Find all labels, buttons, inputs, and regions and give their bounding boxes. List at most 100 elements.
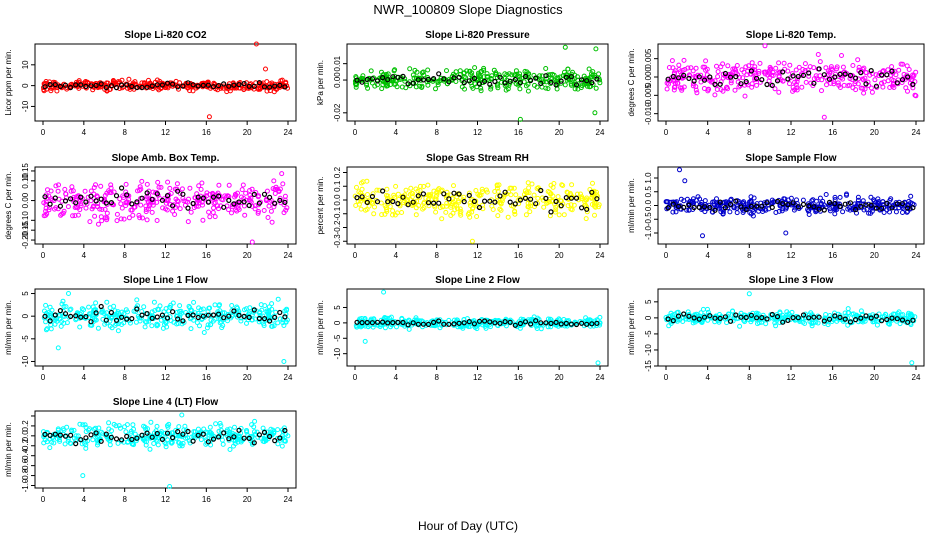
x-tick-label: 24	[912, 373, 921, 382]
data-point	[168, 302, 174, 308]
reference-point	[261, 429, 268, 435]
panel-title: Slope Line 3 Flow	[749, 275, 834, 286]
x-tick-label: 0	[353, 128, 358, 137]
data-point	[92, 213, 98, 219]
reference-point	[507, 78, 513, 84]
reference-point	[118, 82, 125, 88]
data-point	[159, 429, 164, 435]
reference-point	[267, 433, 273, 440]
reference-point	[873, 83, 880, 89]
data-point	[51, 440, 57, 446]
data-point	[121, 320, 127, 326]
data-point	[277, 186, 283, 192]
reference-point	[98, 196, 104, 202]
data-point	[142, 324, 148, 330]
data-point	[145, 206, 151, 212]
data-point	[505, 214, 511, 220]
outlier-point	[263, 66, 268, 72]
data-point	[56, 182, 61, 188]
data-point	[249, 312, 255, 318]
data-point	[54, 318, 60, 324]
data-point	[761, 200, 767, 206]
data-point	[58, 212, 64, 218]
data-point	[784, 309, 790, 315]
reference-point	[482, 318, 488, 324]
data-point	[212, 302, 218, 308]
reference-point	[241, 80, 247, 87]
data-point	[900, 210, 905, 215]
data-point	[229, 303, 235, 308]
reference-point	[878, 205, 885, 211]
data-point	[815, 320, 821, 326]
reference-point	[681, 311, 687, 317]
reference-point	[670, 201, 676, 207]
data-point	[268, 426, 274, 432]
data-point	[224, 89, 230, 95]
data-point	[268, 208, 274, 214]
reference-point	[390, 74, 396, 80]
data-point	[728, 80, 734, 86]
reference-point	[57, 83, 64, 90]
reference-point	[221, 430, 227, 436]
reference-point	[696, 204, 702, 210]
reference-point	[748, 312, 755, 318]
x-tick-label: 0	[41, 373, 46, 382]
data-point	[455, 206, 460, 212]
data-point	[712, 205, 718, 211]
data-point	[68, 188, 74, 194]
data-point	[425, 82, 431, 88]
data-point	[433, 209, 439, 215]
data-point	[123, 429, 129, 435]
data-point	[565, 203, 571, 209]
reference-point	[200, 82, 206, 89]
data-point	[136, 212, 142, 218]
x-tick-label: 4	[705, 373, 710, 382]
data-point	[211, 433, 217, 439]
reference-point	[98, 81, 104, 87]
y-tick-label: -0.4	[21, 448, 30, 462]
reference-point	[118, 185, 125, 191]
data-point	[43, 199, 49, 205]
data-point	[426, 192, 432, 198]
panel-3: Slope Li-820 Temp. degrees C per min. -0.0…	[627, 30, 925, 137]
reference-point	[200, 431, 206, 437]
reference-point	[441, 191, 447, 197]
reference-point	[108, 309, 115, 316]
reference-point	[800, 72, 807, 79]
data-point	[508, 192, 514, 198]
reference-point	[42, 84, 48, 90]
data-point	[688, 65, 694, 71]
data-point	[526, 185, 532, 191]
reference-point	[558, 321, 564, 327]
data-point	[191, 429, 197, 435]
data-point	[252, 203, 258, 209]
data-point	[402, 78, 408, 84]
reference-point	[811, 204, 817, 210]
data-point	[163, 441, 169, 447]
reference-point	[164, 80, 171, 86]
data-point	[525, 88, 531, 94]
data-point	[888, 196, 894, 202]
data-point	[85, 194, 91, 200]
reference-point	[103, 431, 109, 437]
x-tick-label: 20	[243, 251, 252, 260]
data-point	[240, 182, 246, 188]
data-point	[835, 80, 841, 86]
reference-point	[405, 81, 411, 87]
data-point	[384, 186, 390, 192]
data-point	[596, 204, 601, 210]
reference-point	[149, 315, 155, 321]
data-point	[704, 66, 710, 72]
reference-point	[180, 431, 186, 437]
data-point	[592, 200, 598, 206]
data-point	[166, 421, 172, 427]
x-tick-label: 20	[870, 128, 879, 137]
data-point	[111, 421, 117, 427]
reference-point	[553, 319, 559, 325]
data-point	[564, 318, 570, 324]
reference-point	[790, 315, 796, 321]
data-point	[264, 309, 270, 315]
reference-point	[502, 319, 508, 325]
data-point	[167, 431, 173, 437]
reference-point	[512, 322, 518, 328]
